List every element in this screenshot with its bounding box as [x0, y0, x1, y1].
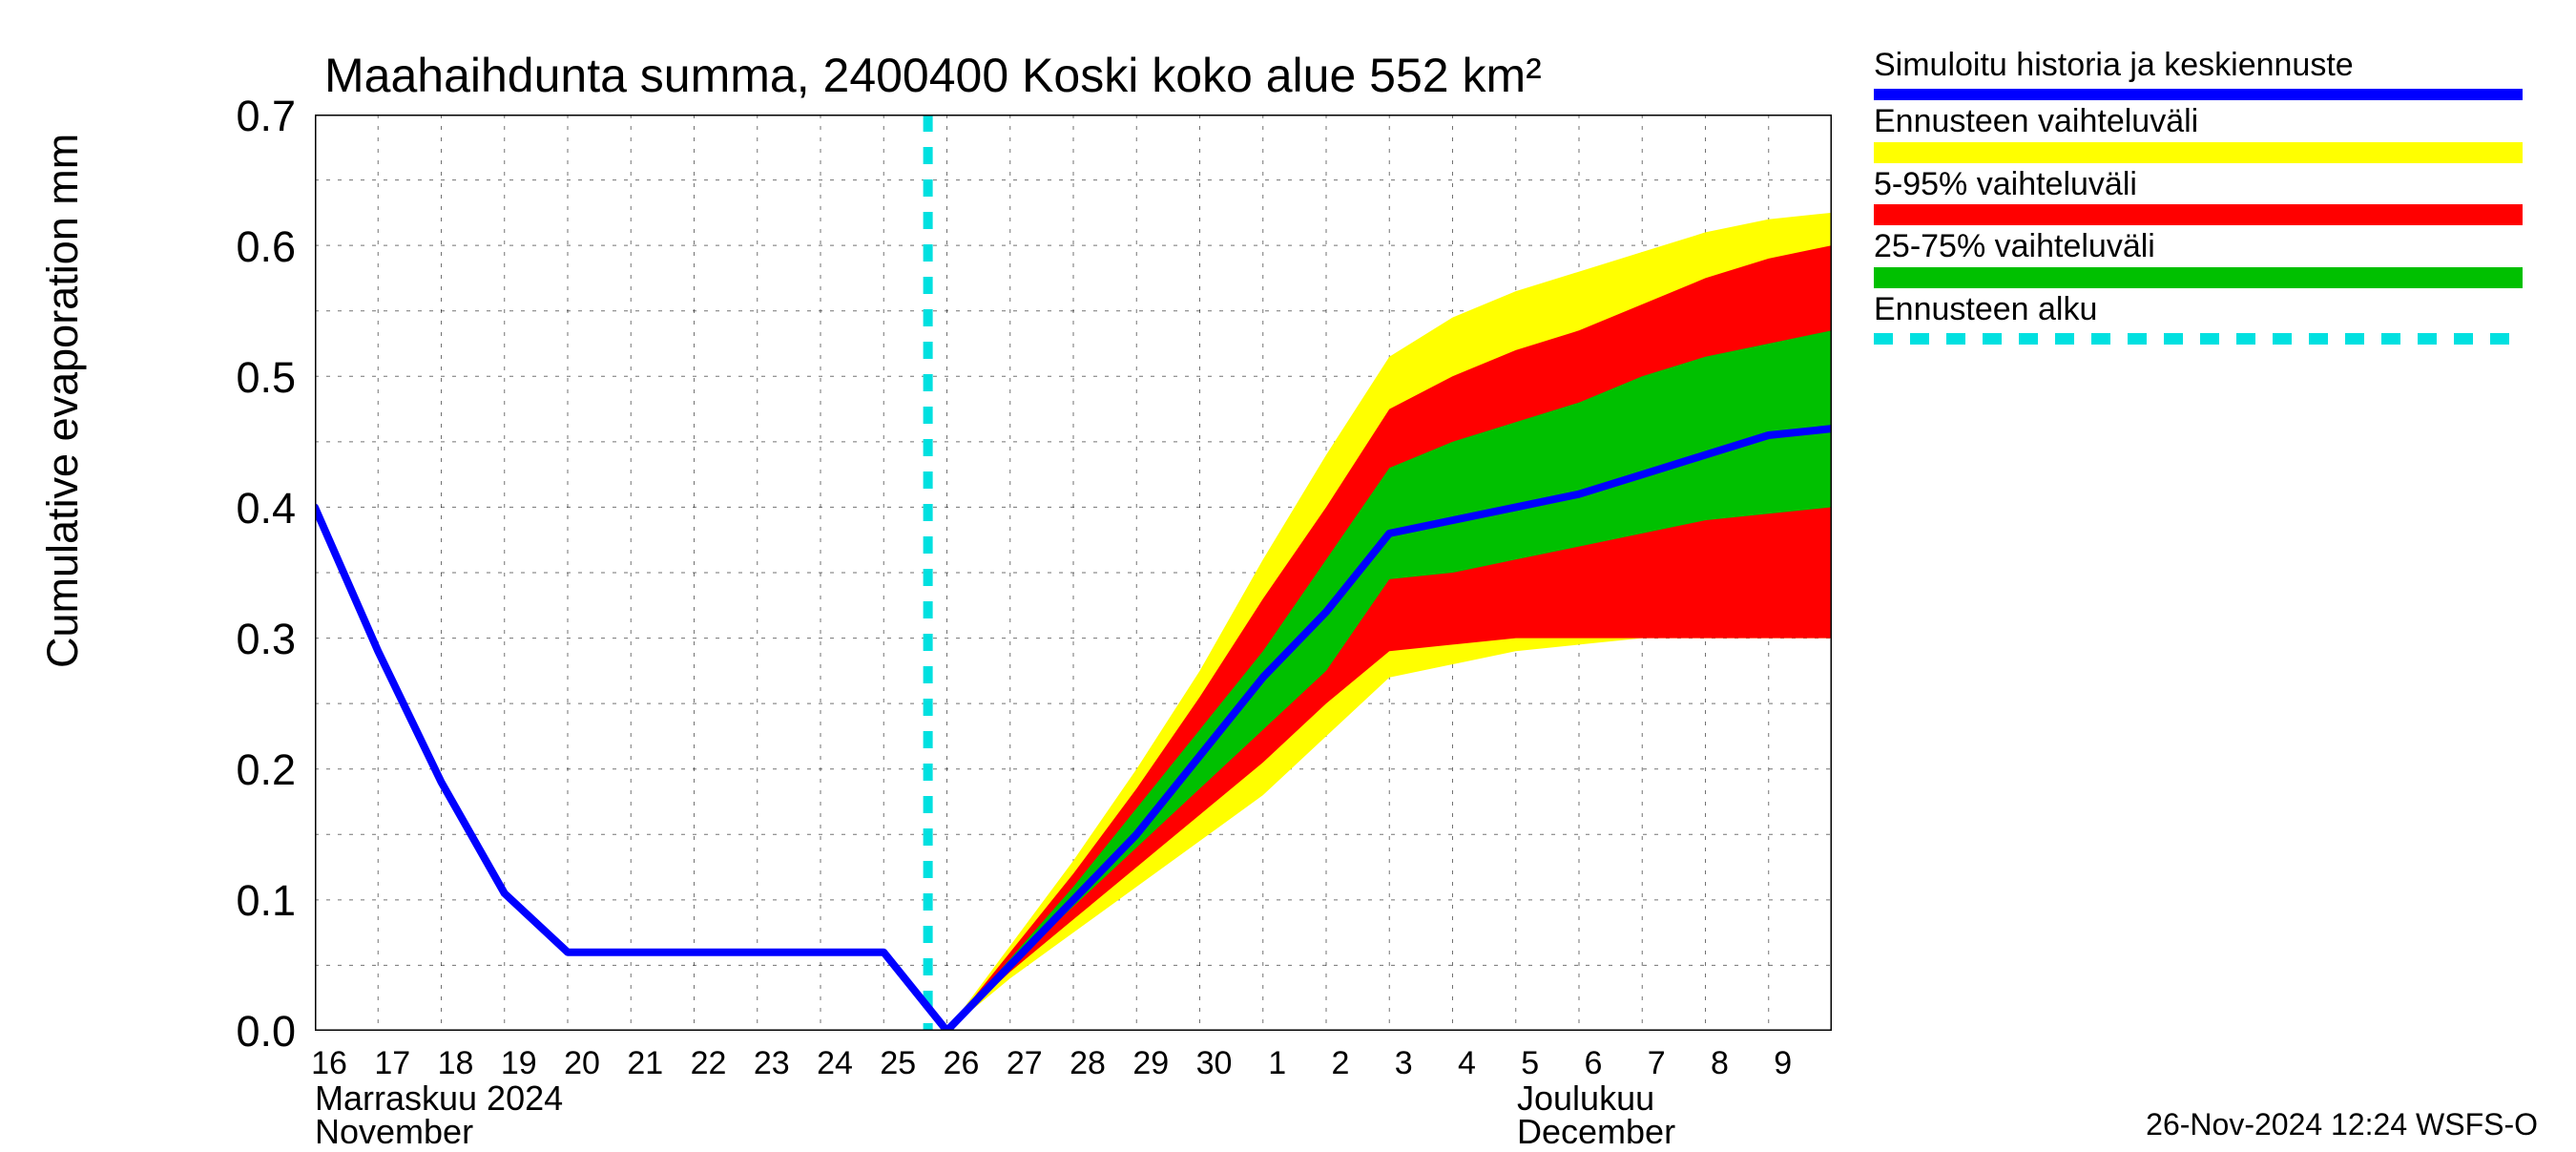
x-tick-29: 29 [1127, 1045, 1174, 1082]
y-tick-1: 0.1 [181, 876, 296, 926]
month-label-left-en: November [315, 1112, 473, 1152]
x-tick-28: 28 [1064, 1045, 1111, 1082]
x-tick-30: 30 [1191, 1045, 1238, 1082]
legend-item-history: Simuloitu historia ja keskiennuste [1874, 48, 2542, 100]
x-tick-9: 9 [1759, 1045, 1807, 1082]
y-tick-7: 0.7 [181, 92, 296, 141]
x-tick-26: 26 [938, 1045, 986, 1082]
x-tick-6: 6 [1569, 1045, 1617, 1082]
legend-label-fstart: Ennusteen alku [1874, 292, 2542, 327]
legend-item-fstart: Ennusteen alku [1874, 292, 2542, 345]
y-tick-0: 0.0 [181, 1007, 296, 1057]
x-tick-19: 19 [495, 1045, 543, 1082]
x-tick-18: 18 [432, 1045, 480, 1082]
legend-swatch-p25_75 [1874, 267, 2523, 288]
y-tick-6: 0.6 [181, 222, 296, 272]
x-tick-7: 7 [1632, 1045, 1680, 1082]
legend-item-full: Ennusteen vaihteluväli [1874, 104, 2542, 162]
x-tick-25: 25 [874, 1045, 922, 1082]
legend-swatch-history [1874, 89, 2523, 100]
x-tick-8: 8 [1696, 1045, 1744, 1082]
x-tick-3: 3 [1380, 1045, 1427, 1082]
x-tick-16: 16 [305, 1045, 353, 1082]
x-tick-27: 27 [1001, 1045, 1049, 1082]
legend-label-full: Ennusteen vaihteluväli [1874, 104, 2542, 139]
x-tick-20: 20 [558, 1045, 606, 1082]
x-tick-21: 21 [621, 1045, 669, 1082]
legend-item-p25_75: 25-75% vaihteluväli [1874, 229, 2542, 287]
x-tick-23: 23 [748, 1045, 796, 1082]
page-root: Maahaihdunta summa, 2400400 Koski koko a… [0, 0, 2576, 1145]
plot-area [315, 115, 1832, 1031]
y-tick-2: 0.2 [181, 745, 296, 795]
x-tick-17: 17 [368, 1045, 416, 1082]
x-tick-5: 5 [1506, 1045, 1554, 1082]
legend-swatch-p5_95 [1874, 204, 2523, 225]
legend-swatch-fstart [1874, 333, 2523, 345]
x-tick-1: 1 [1254, 1045, 1301, 1082]
x-tick-2: 2 [1317, 1045, 1364, 1082]
legend-label-history: Simuloitu historia ja keskiennuste [1874, 48, 2542, 83]
legend-swatch-full [1874, 142, 2523, 163]
y-tick-3: 0.3 [181, 615, 296, 664]
x-tick-4: 4 [1444, 1045, 1491, 1082]
legend-label-p5_95: 5-95% vaihteluväli [1874, 167, 2542, 202]
month-label-right-en: December [1517, 1112, 1675, 1152]
legend: Simuloitu historia ja keskiennuste Ennust… [1874, 48, 2542, 348]
timestamp: 26-Nov-2024 12:24 WSFS-O [2146, 1107, 2538, 1142]
legend-label-p25_75: 25-75% vaihteluväli [1874, 229, 2542, 264]
y-tick-4: 0.4 [181, 484, 296, 534]
x-tick-22: 22 [685, 1045, 733, 1082]
chart-title: Maahaihdunta summa, 2400400 Koski koko a… [324, 48, 1542, 103]
legend-item-p5_95: 5-95% vaihteluväli [1874, 167, 2542, 225]
x-tick-24: 24 [811, 1045, 859, 1082]
y-tick-5: 0.5 [181, 353, 296, 403]
y-axis-label: Cumulative evaporation mm [38, 134, 88, 668]
